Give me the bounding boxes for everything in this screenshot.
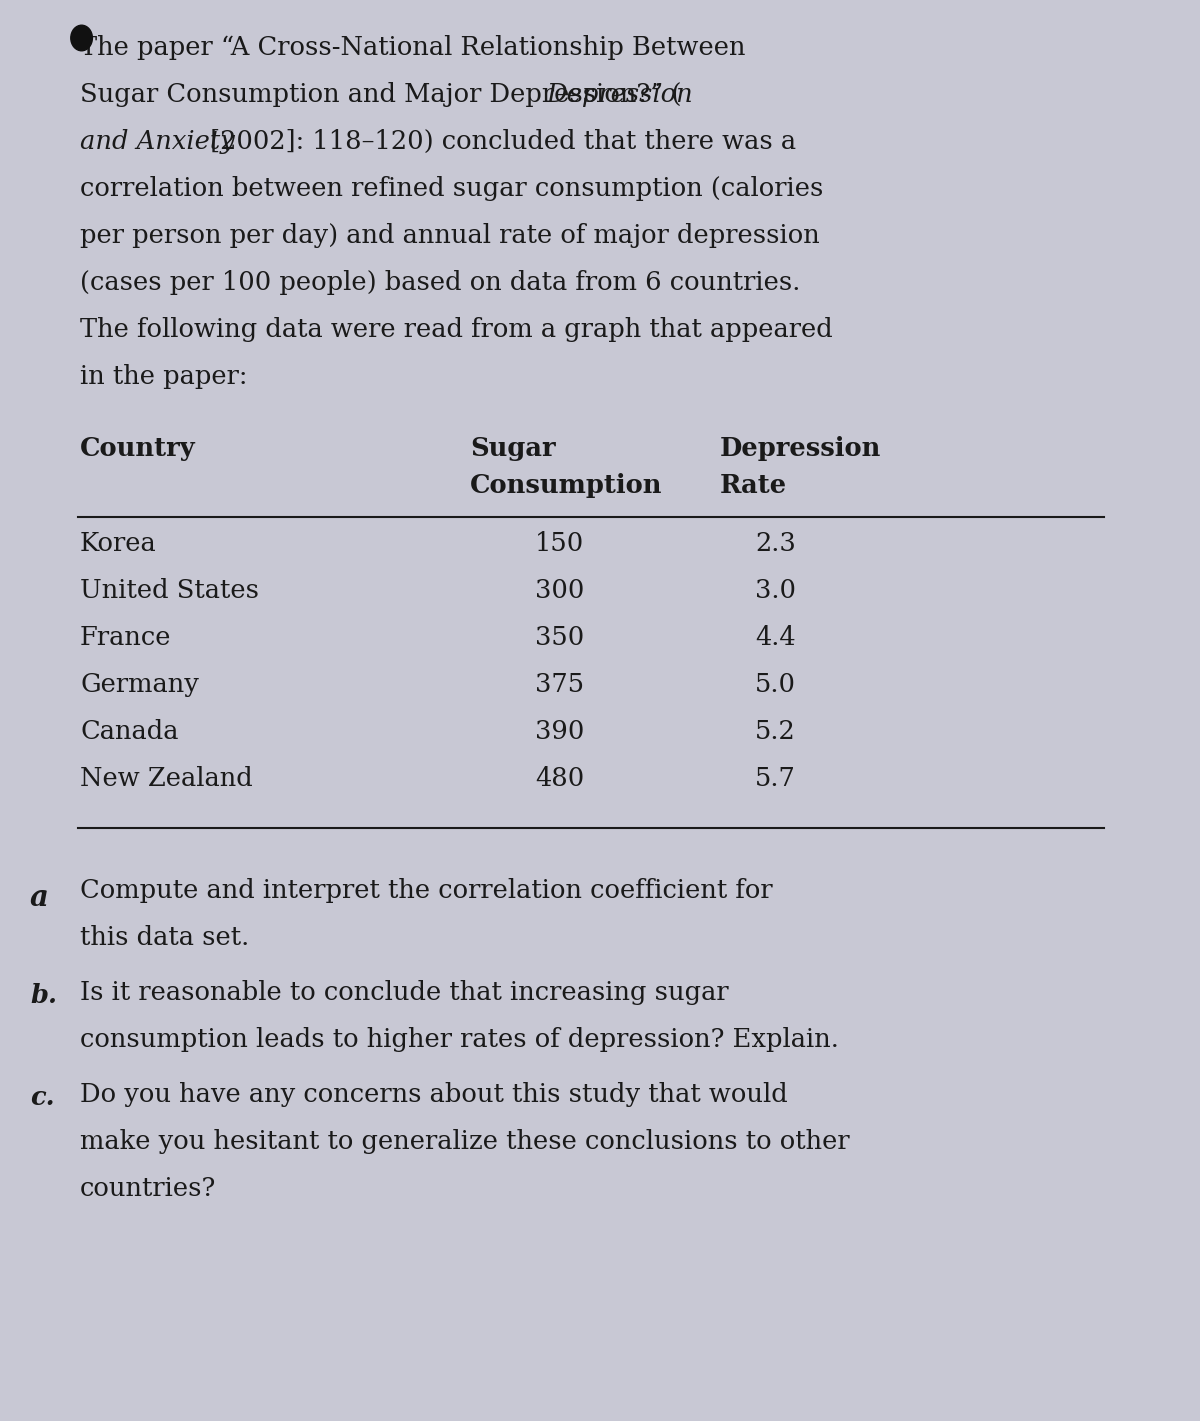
Text: Sugar: Sugar bbox=[470, 436, 556, 460]
Text: 350: 350 bbox=[535, 625, 584, 649]
Text: make you hesitant to generalize these conclusions to other: make you hesitant to generalize these co… bbox=[80, 1130, 850, 1154]
Text: Canada: Canada bbox=[80, 719, 179, 745]
Text: Germany: Germany bbox=[80, 672, 199, 696]
Text: Depression: Depression bbox=[546, 82, 692, 107]
Text: [2002]: 118–120) concluded that there was a: [2002]: 118–120) concluded that there wa… bbox=[202, 129, 797, 153]
Text: this data set.: this data set. bbox=[80, 925, 250, 951]
Text: c.: c. bbox=[30, 1086, 55, 1110]
Text: b.: b. bbox=[30, 983, 58, 1007]
Text: countries?: countries? bbox=[80, 1177, 216, 1201]
Text: Korea: Korea bbox=[80, 531, 157, 556]
Text: 375: 375 bbox=[535, 672, 584, 696]
Text: France: France bbox=[80, 625, 172, 649]
Text: 5.7: 5.7 bbox=[755, 766, 796, 791]
Circle shape bbox=[71, 26, 92, 51]
Text: 5.0: 5.0 bbox=[755, 672, 796, 696]
Text: Rate: Rate bbox=[720, 473, 787, 497]
Text: The following data were read from a graph that appeared: The following data were read from a grap… bbox=[80, 317, 833, 342]
Text: 5.2: 5.2 bbox=[755, 719, 796, 745]
Text: Sugar Consumption and Major Depression?” (: Sugar Consumption and Major Depression?”… bbox=[80, 82, 682, 107]
Text: New Zealand: New Zealand bbox=[80, 766, 253, 791]
Text: 150: 150 bbox=[535, 531, 584, 556]
Text: in the paper:: in the paper: bbox=[80, 364, 247, 389]
Text: 2.3: 2.3 bbox=[755, 531, 796, 556]
Text: consumption leads to higher rates of depression? Explain.: consumption leads to higher rates of dep… bbox=[80, 1027, 839, 1052]
Text: Consumption: Consumption bbox=[470, 473, 662, 497]
Text: per person per day) and annual rate of major depression: per person per day) and annual rate of m… bbox=[80, 223, 820, 249]
Text: Do you have any concerns about this study that would: Do you have any concerns about this stud… bbox=[80, 1081, 787, 1107]
Text: 390: 390 bbox=[535, 719, 584, 745]
Text: correlation between refined sugar consumption (calories: correlation between refined sugar consum… bbox=[80, 176, 823, 200]
Text: a: a bbox=[30, 882, 49, 912]
Text: 3.0: 3.0 bbox=[755, 578, 796, 603]
Text: Country: Country bbox=[80, 436, 196, 460]
Text: Depression: Depression bbox=[720, 436, 881, 460]
Text: Compute and interpret the correlation coefficient for: Compute and interpret the correlation co… bbox=[80, 878, 773, 902]
Text: (cases per 100 people) based on data from 6 countries.: (cases per 100 people) based on data fro… bbox=[80, 270, 800, 296]
Text: 4.4: 4.4 bbox=[755, 625, 796, 649]
Text: United States: United States bbox=[80, 578, 259, 603]
Text: The paper “A Cross-National Relationship Between: The paper “A Cross-National Relationship… bbox=[80, 36, 745, 60]
Text: Is it reasonable to conclude that increasing sugar: Is it reasonable to conclude that increa… bbox=[80, 980, 728, 1005]
Text: 480: 480 bbox=[535, 766, 584, 791]
Text: and Anxiety: and Anxiety bbox=[80, 129, 235, 153]
Text: 300: 300 bbox=[535, 578, 584, 603]
